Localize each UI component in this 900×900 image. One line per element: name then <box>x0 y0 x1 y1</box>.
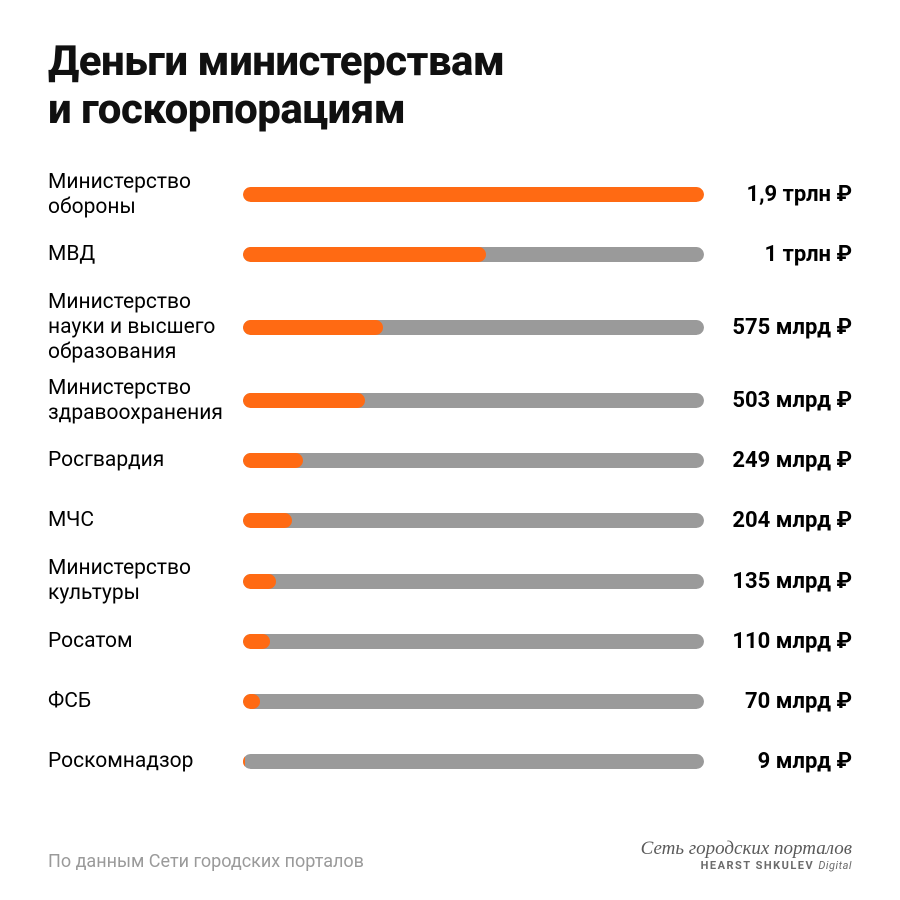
chart-row: Роскомнадзор 9 млрд ₽ <box>48 731 852 791</box>
bar-fill <box>243 754 245 769</box>
bar-track <box>243 694 704 709</box>
row-bar-area <box>243 247 704 262</box>
bar-track <box>243 754 704 769</box>
bar-fill <box>243 694 260 709</box>
chart-row: Росгвардия 249 млрд ₽ <box>48 431 852 491</box>
chart-row: Министерство науки и высшего образования… <box>48 285 852 371</box>
chart-row: Министерство культуры 135 млрд ₽ <box>48 551 852 611</box>
bar-track <box>243 393 704 408</box>
chart-row: МЧС 204 млрд ₽ <box>48 491 852 551</box>
bar-fill <box>243 453 303 468</box>
chart-title-line2: и госкорпорациям <box>48 85 405 134</box>
row-value: 70 млрд ₽ <box>704 689 852 714</box>
row-bar-area <box>243 754 704 769</box>
chart-row: ФСБ 70 млрд ₽ <box>48 671 852 731</box>
bar-track <box>243 320 704 335</box>
bar-track <box>243 453 704 468</box>
row-value: 575 млрд ₽ <box>704 315 852 340</box>
bar-fill <box>243 574 276 589</box>
row-label: Росгвардия <box>48 448 243 473</box>
chart-row: Министерство обороны 1,9 трлн ₽ <box>48 165 852 225</box>
bar-fill <box>243 513 292 528</box>
bar-track <box>243 187 704 202</box>
row-value: 135 млрд ₽ <box>704 569 852 594</box>
publisher-brand: Сеть городских порталов HEARST SHKULEV D… <box>641 839 852 872</box>
row-value: 249 млрд ₽ <box>704 448 852 473</box>
bar-chart: Министерство обороны 1,9 трлн ₽ МВД 1 трлн … <box>48 165 852 821</box>
bar-track <box>243 247 704 262</box>
row-label: Роскомнадзор <box>48 749 243 774</box>
row-value: 1,9 трлн ₽ <box>704 182 852 207</box>
row-bar-area <box>243 453 704 468</box>
row-label: Министерство культуры <box>48 556 243 606</box>
bar-track <box>243 513 704 528</box>
chart-title-line1: Деньги министерствам <box>48 37 504 86</box>
row-label: Росатом <box>48 629 243 654</box>
publisher-brand-bottom-light: Digital <box>818 859 852 872</box>
row-bar-area <box>243 574 704 589</box>
bar-track-bg <box>243 574 704 589</box>
publisher-brand-bottom-strong: HEARST SHKULEV <box>701 859 815 872</box>
row-bar-area <box>243 634 704 649</box>
bar-fill <box>243 247 486 262</box>
bar-track-bg <box>243 694 704 709</box>
row-value: 9 млрд ₽ <box>704 749 852 774</box>
bar-track-bg <box>243 754 704 769</box>
row-label: МЧС <box>48 508 243 533</box>
bar-fill <box>243 320 383 335</box>
row-label: Министерство здравоохранения <box>48 376 243 426</box>
publisher-brand-bottom: HEARST SHKULEV Digital <box>641 860 852 872</box>
source-attribution: По данным Сети городских порталов <box>48 851 364 872</box>
row-label: Министерство обороны <box>48 170 243 220</box>
row-value: 110 млрд ₽ <box>704 629 852 654</box>
bar-fill <box>243 393 365 408</box>
row-label: ФСБ <box>48 689 243 714</box>
row-bar-area <box>243 513 704 528</box>
row-bar-area <box>243 694 704 709</box>
bar-track-bg <box>243 513 704 528</box>
bar-track-bg <box>243 453 704 468</box>
bar-fill <box>243 187 704 202</box>
row-label: МВД <box>48 242 243 267</box>
bar-fill <box>243 634 270 649</box>
row-bar-area <box>243 320 704 335</box>
bar-track <box>243 574 704 589</box>
row-value: 1 трлн ₽ <box>704 242 852 267</box>
chart-row: Министерство здравоохранения 503 млрд ₽ <box>48 371 852 431</box>
bar-track <box>243 634 704 649</box>
chart-row: Росатом 110 млрд ₽ <box>48 611 852 671</box>
chart-title: Деньги министерствам и госкорпорациям <box>48 38 852 135</box>
publisher-brand-top: Сеть городских порталов <box>641 839 852 860</box>
row-label: Министерство науки и высшего образования <box>48 290 243 366</box>
row-bar-area <box>243 393 704 408</box>
chart-footer: По данным Сети городских порталов Сеть г… <box>48 839 852 872</box>
chart-row: МВД 1 трлн ₽ <box>48 225 852 285</box>
row-bar-area <box>243 187 704 202</box>
bar-track-bg <box>243 634 704 649</box>
row-value: 204 млрд ₽ <box>704 508 852 533</box>
row-value: 503 млрд ₽ <box>704 388 852 413</box>
